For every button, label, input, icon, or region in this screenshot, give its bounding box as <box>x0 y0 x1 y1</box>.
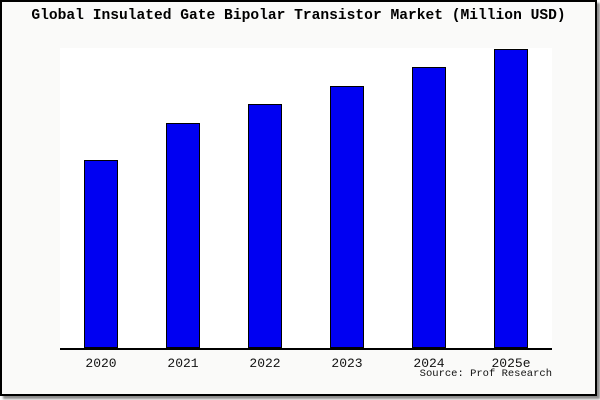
x-axis-label-2025e: 2025e <box>491 356 531 371</box>
x-axis-label-2024: 2024 <box>413 356 445 371</box>
bar-2025e <box>494 49 528 348</box>
bar-2024 <box>412 67 446 348</box>
x-axis-label-2020: 2020 <box>85 356 117 371</box>
source-note: Source: Prof Research <box>419 368 552 380</box>
chart-title: Global Insulated Gate Bipolar Transistor… <box>31 8 566 24</box>
x-axis-labels: 2020 2021 2022 2023 2024 2025e <box>60 356 552 372</box>
bar-2020 <box>84 160 118 348</box>
x-axis-label-2021: 2021 <box>167 356 199 371</box>
bar-2021 <box>166 123 200 348</box>
bar-2023 <box>330 86 364 348</box>
x-axis-label-2022: 2022 <box>249 356 281 371</box>
plot-area <box>60 48 552 350</box>
x-axis-label-2023: 2023 <box>331 356 363 371</box>
bar-2022 <box>248 104 282 348</box>
